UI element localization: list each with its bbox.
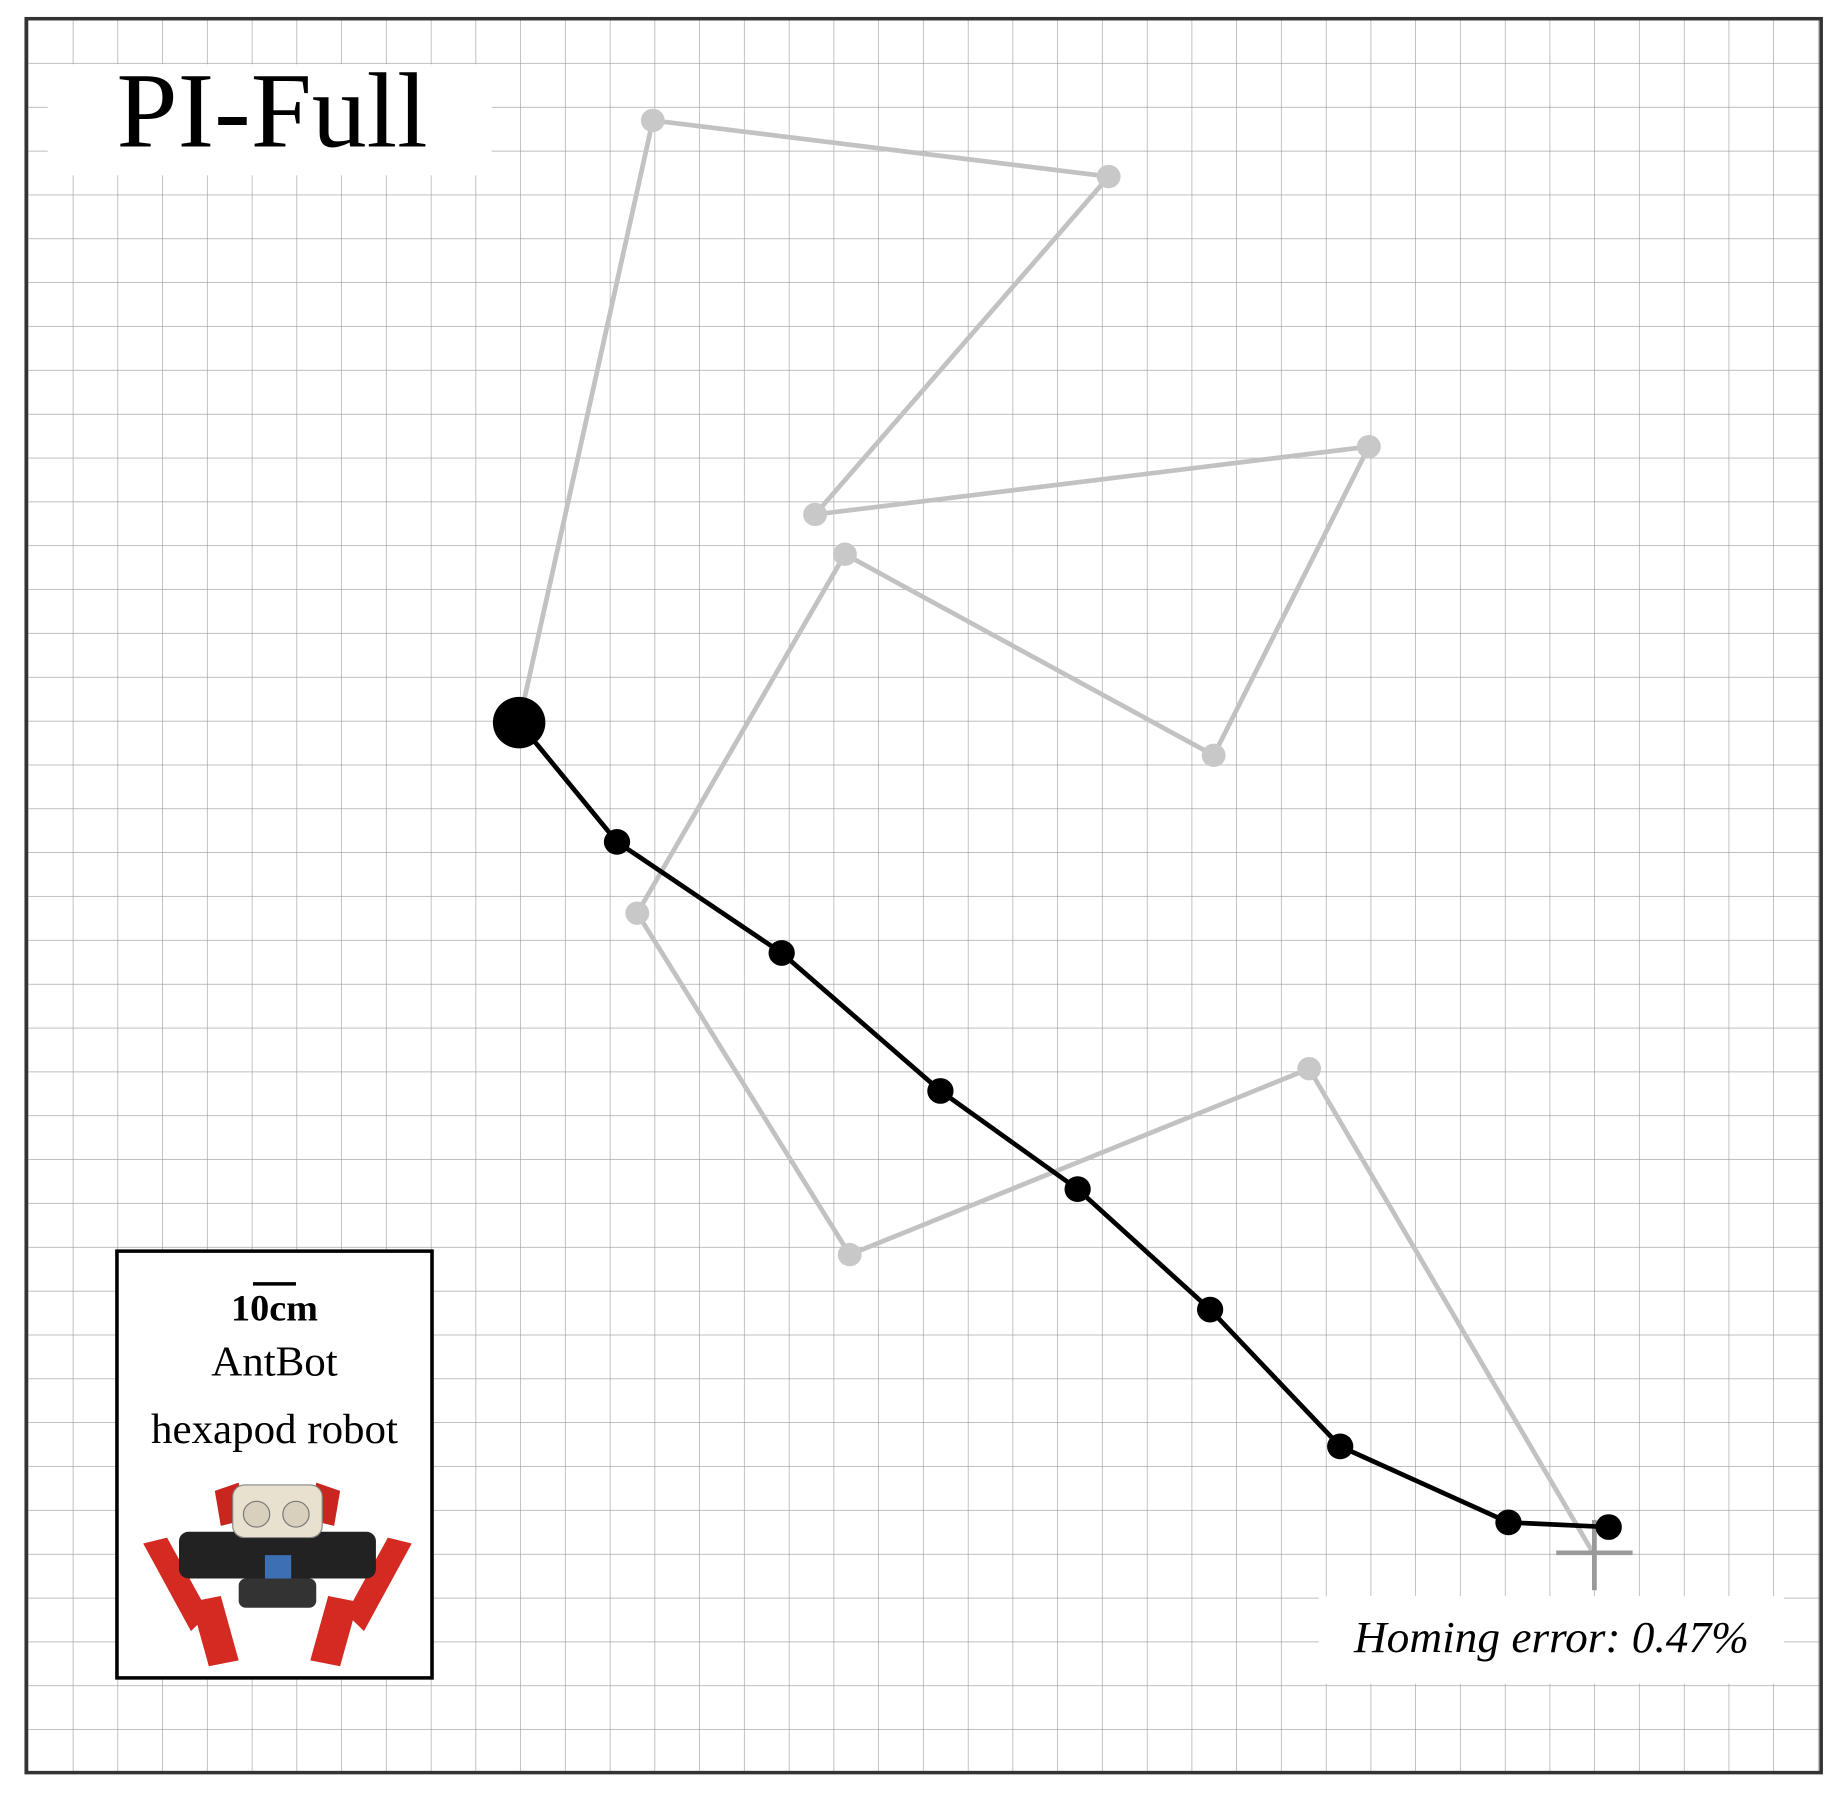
robot-type: hexapod robot xyxy=(151,1407,398,1454)
homing-error: Homing error: 0.47% xyxy=(1353,1612,1749,1661)
title-box xyxy=(47,64,492,176)
robot-name: AntBot xyxy=(211,1339,338,1386)
frame xyxy=(24,16,1823,1775)
title: PI-Full xyxy=(117,50,428,170)
homing-path xyxy=(492,696,1622,1540)
annotation-box xyxy=(1318,1596,1785,1684)
outbound-path xyxy=(516,108,1597,1557)
scale-label: 10cm xyxy=(231,1288,318,1330)
nest-cross xyxy=(1556,1520,1633,1591)
robot-icon xyxy=(143,1482,412,1667)
